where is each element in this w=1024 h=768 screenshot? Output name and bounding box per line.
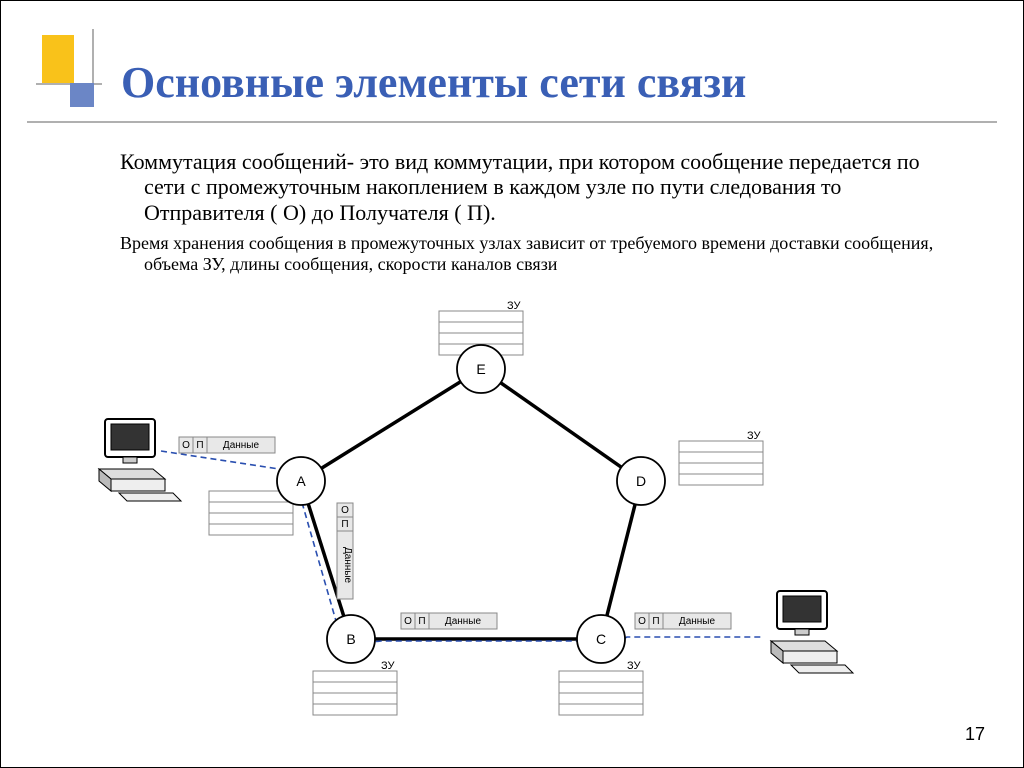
svg-text:О: О [341, 505, 349, 516]
title-divider [27, 121, 997, 123]
body-text: Коммутация сообщений- это вид коммутации… [96, 149, 963, 274]
svg-text:О: О [182, 440, 190, 451]
edge-D-E [481, 369, 641, 481]
node-label-B: B [346, 631, 355, 647]
network-diagram: ЗУЗУЗУЗУЗУОПДанныеОПДанныеОПДанныеОПДанн… [81, 301, 951, 721]
svg-text:О: О [404, 616, 412, 627]
paragraph-1: Коммутация сообщений- это вид коммутации… [96, 149, 963, 225]
storage-3: ЗУ [313, 660, 397, 715]
node-label-E: E [476, 361, 485, 377]
svg-text:О: О [638, 616, 646, 627]
svg-text:Данные: Данные [445, 616, 482, 627]
slide-number: 17 [965, 724, 985, 745]
packet-2: ОП Данные [401, 613, 497, 629]
svg-text:П: П [341, 519, 348, 530]
slide-title: Основные элементы сети связи [121, 57, 746, 108]
node-label-A: A [296, 473, 306, 489]
svg-text:П: П [652, 616, 659, 627]
storage-label-1: ЗУ [747, 430, 762, 442]
computer-0 [99, 419, 181, 501]
paragraph-2: Время хранения сообщения в промежуточных… [96, 233, 963, 274]
svg-text:Данные: Данные [679, 616, 716, 627]
svg-text:П: П [418, 616, 425, 627]
storage-4: ЗУ [559, 660, 643, 715]
packet-0: ОП Данные [179, 437, 275, 453]
computer-1 [771, 591, 853, 673]
node-label-D: D [636, 473, 646, 489]
svg-text:Данные: Данные [342, 547, 353, 584]
storage-label-4: ЗУ [627, 660, 642, 672]
storage-label-0: ЗУ [507, 301, 522, 312]
edge-E-A [301, 369, 481, 481]
svg-text:Данные: Данные [223, 440, 260, 451]
packet-3: ОП Данные [635, 613, 731, 629]
node-label-C: C [596, 631, 606, 647]
storage-1: ЗУ [679, 430, 763, 485]
packet-1: ОП Данные [337, 503, 353, 599]
slide-logo [36, 29, 116, 109]
storage-label-3: ЗУ [381, 660, 396, 672]
svg-text:П: П [196, 440, 203, 451]
